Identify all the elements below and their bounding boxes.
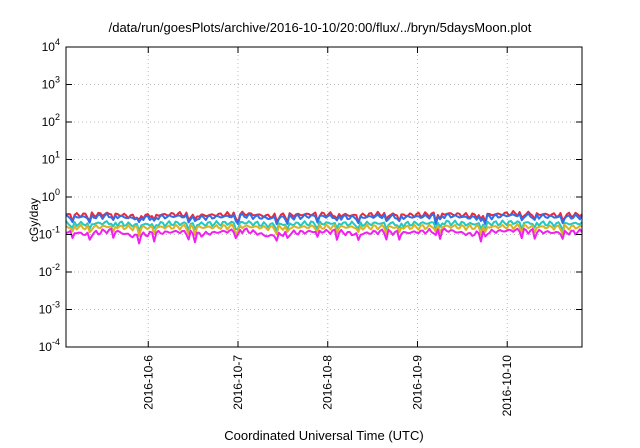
plot-frame	[65, 46, 583, 348]
chart-title: /data/run/goesPlots/archive/2016-10-10/2…	[108, 20, 532, 35]
series-line-3	[65, 223, 583, 237]
y-tick-label-y-3: 103	[42, 75, 60, 92]
series-line-2	[65, 219, 583, 233]
y-tick-label-y-2: 102	[42, 112, 60, 129]
x-axis-label: Coordinated Universal Time (UTC)	[224, 428, 424, 443]
y-tick-label-y--4: 10-4	[39, 337, 60, 354]
y-tick-label-y-0: 100	[42, 187, 60, 204]
x-tick-label-1: 2016-10-7	[231, 355, 245, 410]
series-line-1	[65, 212, 583, 226]
series-layer	[65, 210, 583, 245]
axis-layer: 104 103 102 101 100 10-1 10-2 10-3 10-4 2016-10-6…	[39, 37, 582, 416]
y-tick-label-y-1: 101	[42, 150, 60, 167]
y-tick-label-y--3: 10-3	[39, 300, 60, 317]
y-tick-label-y-4: 104	[42, 37, 60, 54]
x-tick-label-2: 2016-10-8	[321, 355, 335, 410]
x-tick-label-3: 2016-10-9	[410, 355, 424, 410]
series-line-4	[65, 227, 583, 245]
x-tick-label-0: 2016-10-6	[141, 355, 155, 410]
y-tick-label-y--1: 10-1	[39, 225, 60, 242]
y-tick-label-y--2: 10-2	[39, 262, 60, 279]
x-tick-label-4: 2016-10-10	[500, 355, 514, 417]
grid-layer	[66, 46, 582, 348]
